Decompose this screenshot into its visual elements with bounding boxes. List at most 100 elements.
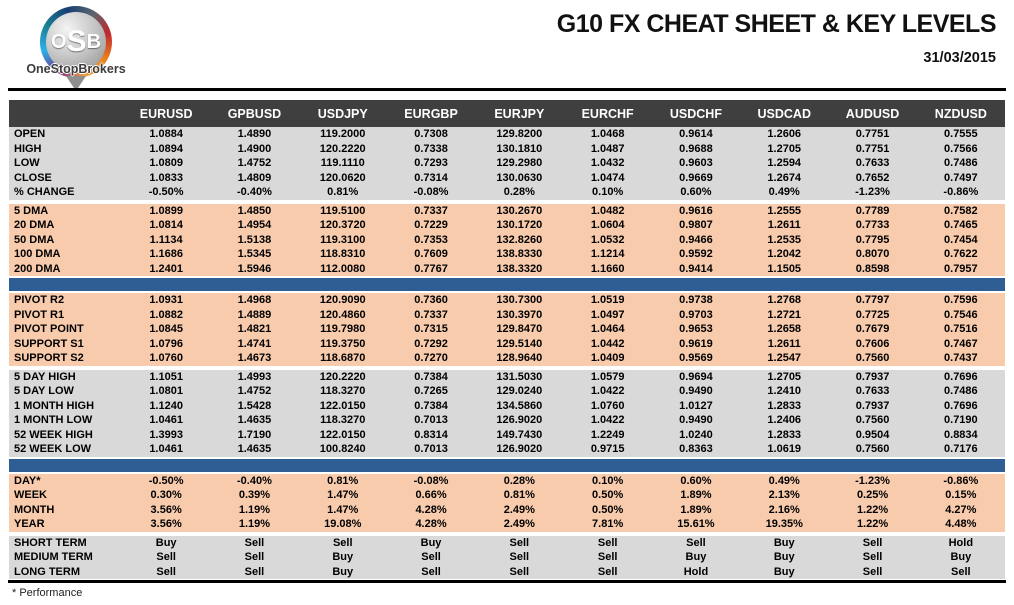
cell: Sell (862, 551, 883, 563)
row-label: PIVOT R1 (14, 308, 65, 321)
cell: 0.9603 (679, 157, 713, 169)
cell: Sell (597, 551, 618, 563)
cell: 0.7454 (944, 233, 978, 246)
table-row: DAY* -0.50% -0.40% 0.81% -0.08% 0.28% 0.10% 0.6… (9, 474, 1005, 489)
cell: 1.5138 (237, 233, 272, 246)
row-label: CLOSE (14, 171, 52, 184)
cell: 0.7176 (944, 443, 978, 455)
section-pivots: PIVOT R2 1.0931 1.4968 120.9090 0.7360 130.73… (9, 293, 1005, 366)
cell: 1.0833 (149, 171, 183, 184)
cell: Buy (420, 536, 442, 549)
cell: 0.7696 (944, 399, 978, 412)
cell: 1.2658 (767, 323, 802, 335)
cell: 0.7696 (944, 370, 978, 383)
cell: 0.7486 (944, 385, 978, 397)
row-label: SUPPORT S2 (14, 352, 84, 364)
cell: 0.7315 (414, 323, 448, 335)
cell: 1.2594 (767, 157, 802, 169)
cell: 1.0760 (149, 352, 183, 364)
cell: 1.22% (856, 503, 889, 516)
cell: 0.7546 (944, 308, 978, 321)
cell: -0.08% (413, 186, 449, 198)
cell: 1.22% (856, 518, 889, 530)
cell: 1.4889 (237, 308, 272, 321)
cell: 4.27% (945, 503, 977, 516)
cell: 0.9619 (679, 337, 713, 350)
table-row: 5 DMA 1.0899 1.4850 119.5100 0.7337 130.2670 1… (9, 204, 1005, 219)
table-row: 1 MONTH LOW 1.0461 1.4635 118.3270 0.7013 126… (9, 413, 1005, 428)
cell: 0.9807 (679, 219, 713, 231)
column-header: EURGBP (404, 106, 458, 121)
cell: Buy (773, 551, 795, 563)
cell: 1.2721 (767, 308, 802, 321)
cell: 0.28% (503, 474, 535, 487)
cell: 1.0464 (590, 323, 625, 335)
column-header: EURUSD (139, 106, 193, 121)
cell: 1.0442 (590, 337, 625, 350)
cell: 1.2833 (767, 399, 802, 412)
cell: 0.49% (768, 186, 800, 198)
cell: 119.3750 (320, 337, 366, 350)
row-label: OPEN (14, 128, 46, 140)
cell: Sell (597, 536, 618, 549)
cell: 120.2220 (319, 370, 366, 383)
cell: -1.23% (855, 186, 890, 198)
cell: 2.13% (768, 489, 800, 501)
cell: Sell (156, 551, 176, 563)
column-header: USDJPY (317, 106, 368, 121)
cell: -0.40% (237, 186, 272, 198)
cell: -0.40% (237, 474, 272, 487)
cell: 1.4993 (237, 370, 272, 383)
cell: Sell (951, 565, 971, 578)
footer-divider-rule (8, 580, 1006, 583)
cell: 1.4850 (237, 204, 272, 217)
cell: Sell (862, 565, 883, 578)
section-divider-bar (9, 458, 1005, 472)
cell: 1.47% (327, 503, 359, 516)
cell: -0.50% (148, 474, 184, 487)
row-label: MONTH (14, 503, 55, 516)
cell: 0.7465 (944, 219, 978, 231)
cell: 0.15% (945, 489, 977, 501)
cell: 0.7725 (855, 308, 890, 321)
row-label: WEEK (14, 489, 47, 501)
cell: 1.1660 (590, 262, 625, 275)
cell: 118.3270 (320, 414, 366, 426)
cell: 1.0482 (590, 204, 625, 217)
cell: 1.19% (238, 503, 271, 516)
cell: 0.7582 (944, 204, 978, 217)
cell: 1.4821 (237, 323, 272, 335)
cell: 1.0899 (149, 204, 183, 217)
cell: -0.86% (943, 186, 979, 198)
cell: 130.7300 (496, 294, 543, 306)
cell: 134.5860 (496, 399, 543, 412)
cell: 1.1505 (767, 262, 802, 275)
cell: 0.7486 (944, 157, 978, 169)
performance-footnote: * Performance (12, 587, 83, 599)
cell: 0.10% (592, 186, 624, 198)
logo-letter-o: O (50, 30, 67, 53)
cell: 0.9490 (679, 385, 713, 397)
cell: 1.2833 (767, 428, 802, 441)
cell: 1.4635 (237, 443, 272, 455)
cell: 1.5345 (237, 248, 272, 260)
cell: 0.9653 (679, 323, 713, 335)
cell: 129.8200 (496, 128, 543, 140)
cell: 1.0532 (590, 233, 625, 246)
cell: 0.7353 (414, 233, 448, 246)
cell: 1.1240 (149, 399, 183, 412)
section-performance: DAY* -0.50% -0.40% 0.81% -0.08% 0.28% 0.10% 0.6… (9, 473, 1005, 532)
cell: 0.9715 (590, 443, 625, 455)
cell: 138.3320 (496, 262, 543, 275)
cell: 120.0620 (319, 171, 366, 184)
cell: 1.2042 (767, 248, 802, 260)
cell: 1.4635 (237, 414, 272, 426)
cell: 0.7795 (855, 233, 890, 246)
cell: 0.7733 (855, 219, 890, 231)
cell: 138.8330 (496, 248, 543, 260)
cell: 1.1051 (149, 370, 183, 383)
cell: 1.2705 (767, 142, 802, 155)
